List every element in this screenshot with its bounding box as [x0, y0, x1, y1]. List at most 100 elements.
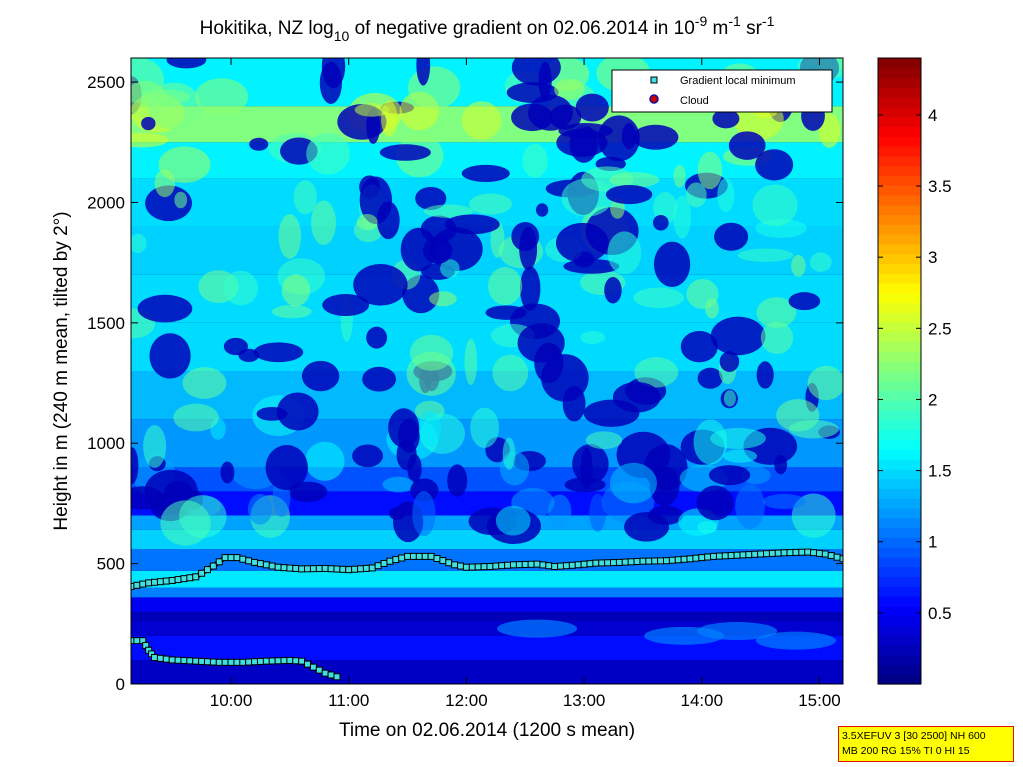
heatmap-texture — [160, 500, 211, 546]
heatmap-texture — [154, 169, 176, 198]
series-point — [468, 563, 476, 571]
heatmap-texture — [440, 259, 460, 278]
heatmap-texture — [353, 264, 408, 306]
series-point — [592, 559, 600, 567]
colorbar-cell — [878, 194, 921, 206]
x-tick-label: 13:00 — [563, 691, 606, 710]
colorbar-cell — [878, 106, 921, 118]
series-point — [168, 656, 176, 664]
heatmap-texture — [194, 78, 249, 116]
heatmap-band — [131, 570, 843, 588]
heatmap-texture — [464, 338, 478, 386]
series-point — [698, 554, 706, 562]
heatmap-texture — [379, 144, 431, 161]
series-point — [380, 559, 388, 567]
colorbar-cell — [878, 478, 921, 489]
colorbar-cell — [878, 576, 921, 587]
series-point — [751, 550, 759, 558]
heatmap-texture — [714, 222, 749, 251]
series-point — [474, 563, 482, 571]
heatmap-texture — [652, 215, 669, 231]
heatmap-texture — [818, 113, 841, 148]
colorbar-cell — [878, 224, 921, 235]
series-point — [639, 557, 647, 565]
series-point — [692, 554, 700, 562]
series-point — [439, 557, 447, 565]
heatmap-texture — [311, 200, 337, 245]
heatmap-texture — [723, 390, 736, 407]
series-point — [768, 549, 776, 557]
series-point — [309, 663, 317, 671]
colorbar-cell — [878, 586, 921, 597]
series-point — [545, 562, 553, 570]
heatmap-texture — [376, 201, 400, 240]
colorbar-cell — [878, 419, 921, 431]
heatmap-texture — [502, 437, 516, 470]
series-point — [833, 553, 841, 561]
colorbar-cell — [878, 185, 921, 196]
series-point — [521, 560, 529, 568]
legend-box — [611, 69, 833, 113]
series-point — [409, 552, 417, 560]
colorbar-cell — [878, 361, 921, 372]
heatmap-texture — [788, 292, 821, 311]
series-point — [292, 657, 300, 665]
heatmap-texture — [522, 143, 548, 178]
x-axis: 10:00 11:00 12:00 13:00 14:00 15:00 — [210, 58, 841, 710]
heatmap-texture — [604, 277, 622, 304]
colorbar-cell — [878, 77, 921, 88]
heatmap-texture — [562, 385, 586, 422]
heatmap-texture — [444, 214, 500, 235]
series-point — [133, 637, 141, 645]
heatmap-texture — [429, 291, 457, 307]
heatmap-plot-area — [131, 58, 843, 684]
colorbar-cell — [878, 165, 921, 176]
heatmap-texture — [416, 58, 431, 86]
series-point — [674, 556, 682, 564]
heatmap-texture — [306, 132, 351, 175]
heatmap-texture — [495, 505, 531, 536]
heatmap-texture — [271, 305, 312, 319]
heatmap-band — [131, 597, 843, 612]
series-point — [180, 575, 188, 583]
series-point — [327, 671, 335, 679]
heatmap-texture — [461, 164, 510, 183]
heatmap-texture — [131, 447, 139, 485]
colorbar-cell — [878, 292, 921, 304]
heatmap-texture — [634, 357, 679, 388]
heatmap-texture — [131, 132, 169, 148]
series-point — [386, 557, 394, 565]
plot-frame — [130, 57, 844, 685]
colorbar-cell — [878, 410, 921, 421]
series-point — [268, 562, 276, 570]
series-point — [604, 559, 612, 567]
series-point — [821, 550, 829, 558]
series-point — [198, 657, 206, 665]
colorbar-tick-label: 1.5 — [928, 462, 952, 481]
colorbar-tick-label: 1 — [928, 533, 937, 552]
colorbar-cell — [878, 282, 921, 294]
series-point — [198, 569, 206, 577]
series-point — [727, 551, 735, 559]
series-point — [251, 558, 259, 566]
series-point — [815, 549, 823, 557]
heatmap-band — [131, 611, 843, 622]
series-point — [280, 657, 288, 665]
series-point — [415, 552, 423, 560]
heatmap-texture — [564, 477, 606, 493]
heatmap-texture — [412, 491, 436, 537]
x-axis-label: Time on 02.06.2014 (1200 s mean) — [339, 720, 635, 741]
heatmap-texture — [470, 407, 500, 448]
heatmap-texture — [585, 431, 623, 450]
series-point — [486, 563, 494, 571]
series-point — [598, 559, 606, 567]
colorbar-cell — [878, 449, 921, 460]
series-point — [745, 551, 753, 559]
series-point — [633, 558, 641, 566]
series-point — [304, 660, 312, 668]
colorbar-cell — [878, 302, 921, 313]
colorbar-cell — [878, 468, 921, 480]
heatmap-texture — [807, 365, 843, 401]
series-point — [774, 549, 782, 557]
